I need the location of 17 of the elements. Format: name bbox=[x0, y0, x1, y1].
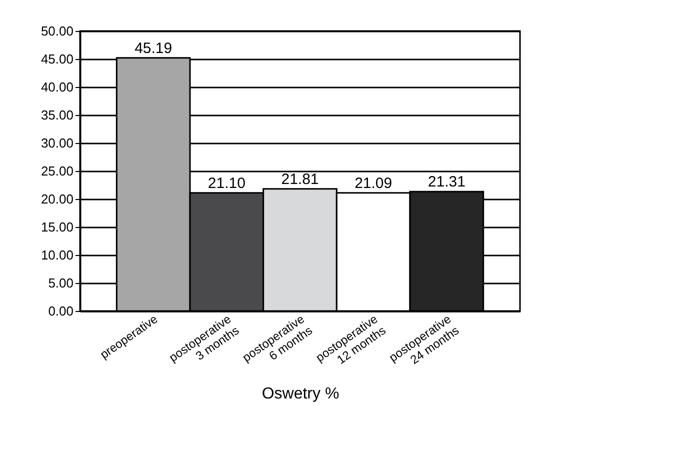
data-label: 21.81 bbox=[281, 170, 319, 188]
data-label: 21.09 bbox=[354, 174, 392, 192]
y-tick-label: 35.00 bbox=[40, 108, 74, 122]
y-tick-label: 40.00 bbox=[40, 80, 74, 94]
y-tick-label: 25.00 bbox=[40, 164, 74, 178]
y-tick-label: 20.00 bbox=[40, 192, 74, 206]
data-label: 45.19 bbox=[134, 40, 172, 57]
y-tick-label: 30.00 bbox=[40, 136, 74, 150]
y-tick-label: 10.00 bbox=[40, 248, 74, 262]
y-tick-label: 5.00 bbox=[48, 276, 74, 290]
y-tick-label: 45.00 bbox=[40, 52, 74, 66]
y-tick-label: 50.00 bbox=[40, 24, 74, 38]
data-label: 21.31 bbox=[428, 174, 466, 191]
y-tick-label: 0.00 bbox=[48, 304, 74, 318]
x-axis-title: Oswetry % bbox=[262, 385, 340, 402]
y-tick-label: 15.00 bbox=[40, 220, 74, 234]
data-label: 21.10 bbox=[208, 174, 246, 192]
